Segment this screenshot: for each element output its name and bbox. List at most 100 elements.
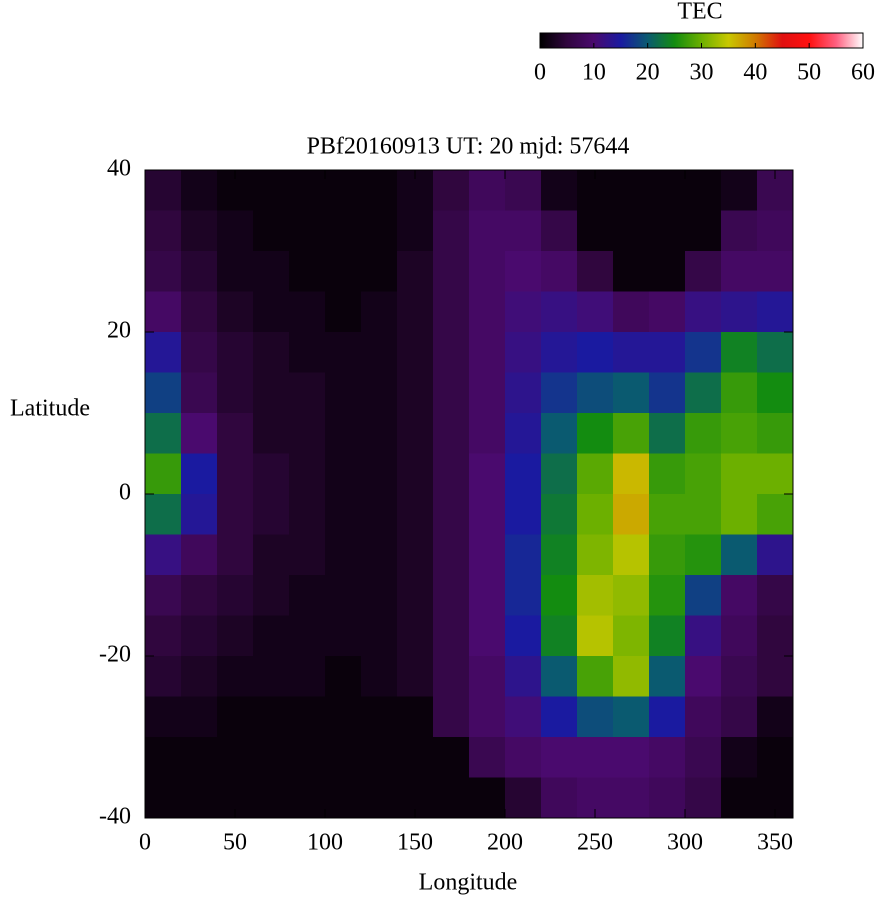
heat-cell [397, 656, 434, 697]
heat-cell [181, 413, 218, 454]
heat-cell [757, 494, 794, 535]
x-tick-label: 250 [577, 830, 613, 856]
heat-cell [721, 170, 758, 211]
heat-cell [289, 656, 326, 697]
heat-cell [361, 170, 398, 211]
heat-cell [649, 777, 686, 819]
heat-cell [217, 210, 254, 252]
heat-cell [649, 291, 686, 333]
heat-cell [361, 494, 398, 535]
heat-cell [325, 777, 362, 819]
heat-cell [613, 656, 650, 697]
heat-cell [541, 696, 578, 738]
heat-cell [217, 413, 254, 454]
heat-cell [757, 332, 794, 373]
heat-cell [181, 575, 218, 616]
colorbar-tick-label: 0 [534, 60, 546, 86]
heat-cell [217, 251, 254, 292]
heat-cell [649, 170, 686, 211]
heat-cell [289, 372, 326, 414]
heat-cell [397, 332, 434, 373]
heat-cell [469, 170, 506, 211]
heat-cell [325, 210, 362, 252]
heat-cell [721, 251, 758, 292]
heat-cell [577, 372, 614, 414]
heat-cell [289, 210, 326, 252]
heat-cell [685, 291, 722, 333]
heat-cell [361, 615, 398, 657]
colorbar-tick-label: 40 [743, 60, 767, 86]
x-tick-label: 50 [223, 830, 247, 856]
heat-cell [433, 777, 470, 819]
heat-cell [505, 656, 542, 697]
heat-cell [217, 453, 254, 495]
heat-cell [145, 210, 182, 252]
heat-cell [505, 615, 542, 657]
heat-cell [541, 251, 578, 292]
heat-cell [577, 656, 614, 697]
heat-cell [325, 534, 362, 576]
heat-cell [361, 413, 398, 454]
heat-cell [757, 453, 794, 495]
heat-cell [361, 210, 398, 252]
heat-cell [181, 332, 218, 373]
heat-cell [361, 696, 398, 738]
heat-cell [181, 210, 218, 252]
heat-cell [181, 453, 218, 495]
heat-cell [181, 372, 218, 414]
heat-cell [253, 291, 290, 333]
chart-title: PBf20160913 UT: 20 mjd: 57644 [307, 134, 630, 160]
y-tick-label: 0 [119, 480, 131, 506]
heat-cell [145, 534, 182, 576]
heat-cell [397, 737, 434, 778]
heat-cell [721, 453, 758, 495]
heat-cell [181, 251, 218, 292]
heat-cell [757, 291, 794, 333]
heat-cell [145, 251, 182, 292]
heat-cell [253, 777, 290, 819]
heat-cell [577, 737, 614, 778]
heat-cell [217, 575, 254, 616]
heat-cell [685, 696, 722, 738]
colorbar-label: TEC [677, 0, 722, 25]
heat-cell [541, 656, 578, 697]
heat-cell [325, 615, 362, 657]
heat-cell [649, 251, 686, 292]
heat-cell [613, 170, 650, 211]
heat-cell [325, 372, 362, 414]
heat-cell [577, 575, 614, 616]
heat-cell [469, 534, 506, 576]
heat-cell [433, 696, 470, 738]
heat-cell [289, 291, 326, 333]
heat-cell [289, 534, 326, 576]
heat-cell [541, 615, 578, 657]
heat-cell [721, 777, 758, 819]
colorbar-tick-label: 20 [636, 60, 660, 86]
heat-cell [145, 291, 182, 333]
heat-cell [685, 575, 722, 616]
heat-cell [505, 413, 542, 454]
heat-cell [469, 413, 506, 454]
heat-cell [469, 615, 506, 657]
heat-cell [397, 413, 434, 454]
heat-cell [541, 453, 578, 495]
heat-cell [145, 777, 182, 819]
heat-cell [757, 615, 794, 657]
heat-cell [253, 332, 290, 373]
y-tick-label: 40 [107, 156, 131, 182]
heat-cell [469, 656, 506, 697]
heat-cell [757, 534, 794, 576]
heat-cell [325, 332, 362, 373]
heat-cell [649, 696, 686, 738]
heat-cell [217, 534, 254, 576]
heat-cell [289, 737, 326, 778]
heat-cell [433, 656, 470, 697]
heat-cell [145, 737, 182, 778]
heat-cell [145, 656, 182, 697]
heat-cell [613, 453, 650, 495]
heat-cell [613, 332, 650, 373]
heat-cell [397, 615, 434, 657]
heat-cell [577, 696, 614, 738]
heat-cell [721, 656, 758, 697]
